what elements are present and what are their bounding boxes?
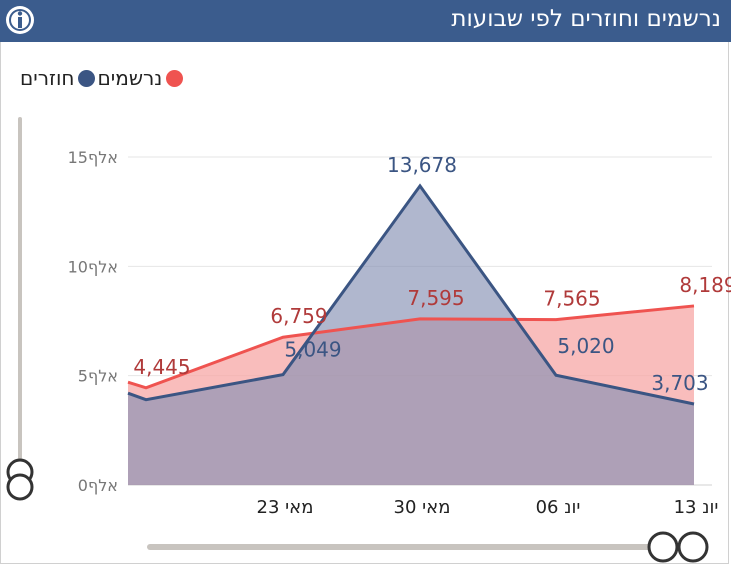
title-bar: נרשמים וחוזרים לפי שבועות: [0, 0, 731, 42]
x-tick-label: מאי 30: [394, 497, 451, 518]
legend-dot-registered: [166, 69, 184, 87]
legend: נרשמים חוזרים: [12, 63, 184, 93]
legend-label-returning: חוזרים: [20, 66, 75, 90]
data-label-returning: 3,703: [651, 371, 708, 395]
y-tick-label: 0אלף: [78, 476, 118, 495]
data-label-returning: 13,678: [387, 153, 457, 177]
data-label-registered: 4,445: [133, 355, 190, 379]
x-tick-label: מאי 23: [257, 497, 314, 518]
y-tick-label: 15אלף: [68, 148, 118, 167]
data-label-registered: 6,759: [270, 304, 327, 328]
series-line-registered: [127, 304, 695, 390]
data-label-returning: 5,020: [557, 334, 614, 358]
data-label-registered: 7,595: [407, 286, 464, 310]
horizontal-zoom-slider[interactable]: [147, 544, 657, 550]
x-tick-label: יונ 06: [536, 497, 581, 518]
info-icon[interactable]: [4, 4, 36, 36]
series-line-returning: [127, 183, 695, 406]
data-label-registered: 7,565: [543, 287, 600, 311]
data-label-returning: 5,049: [284, 338, 341, 362]
horizontal-slider-handle-icon[interactable]: [647, 531, 709, 563]
vertical-slider-handle-icon[interactable]: [6, 458, 34, 501]
legend-item-returning[interactable]: חוזרים: [20, 66, 96, 90]
area-returning: [128, 185, 694, 486]
legend-item-registered[interactable]: נרשמים: [97, 66, 184, 90]
x-tick-label: יונ 13: [674, 497, 719, 518]
data-label-registered: 8,189: [679, 273, 731, 297]
legend-dot-returning: [78, 69, 96, 87]
chart-title: נרשמים וחוזרים לפי שבועות: [451, 6, 721, 32]
vertical-zoom-slider[interactable]: [18, 117, 22, 465]
y-tick-label: 5אלף: [78, 367, 118, 386]
y-tick-label: 10אלף: [68, 257, 118, 276]
legend-label-registered: נרשמים: [97, 66, 163, 90]
